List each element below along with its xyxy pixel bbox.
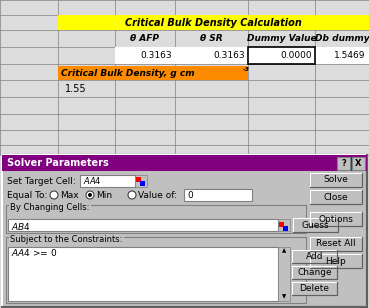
Bar [292,250,337,263]
Text: Reset All: Reset All [316,240,356,249]
Bar [184,189,252,201]
Circle shape [50,191,58,199]
Text: Critical Bulk Density Calculation: Critical Bulk Density Calculation [125,18,301,27]
Bar [135,175,147,187]
Circle shape [86,191,94,199]
Bar [8,247,278,301]
Text: ▼: ▼ [282,294,286,299]
Text: 0.3163: 0.3163 [213,51,245,60]
Bar [292,282,337,295]
Text: Db dummy: Db dummy [315,34,369,43]
Text: Max: Max [60,191,79,200]
Bar [283,226,288,231]
Bar [278,219,290,231]
Bar [293,218,338,232]
Bar [140,181,145,186]
Text: Subject to the Constraints:: Subject to the Constraints: [10,236,123,245]
Text: Min: Min [96,191,112,200]
Text: Change: Change [297,268,332,277]
Text: 1.55: 1.55 [65,83,87,94]
Bar [58,15,369,30]
Text: 1.5469: 1.5469 [334,51,365,60]
Bar [337,157,350,170]
Text: Solve: Solve [324,176,348,184]
Text: 0: 0 [187,191,193,200]
Bar [6,205,306,233]
Text: X: X [355,159,362,168]
Bar [310,173,362,187]
Circle shape [88,193,92,197]
Text: By Changing Cells:: By Changing Cells: [10,204,89,213]
Text: Delete: Delete [300,284,330,293]
Bar [278,247,290,301]
Text: Value of:: Value of: [138,191,177,200]
Bar [310,212,362,226]
Bar [6,237,306,303]
Circle shape [128,191,136,199]
Bar [0,0,369,155]
Bar [2,155,367,171]
Text: Help: Help [325,257,346,265]
Text: Set Target Cell:: Set Target Cell: [7,176,76,185]
Bar [2,155,367,307]
Text: $AA$4 >= 0: $AA$4 >= 0 [11,248,58,258]
Text: Dummy Value: Dummy Value [247,34,316,43]
Bar [248,47,315,64]
Bar [310,190,362,204]
Bar [8,219,278,231]
Bar [136,177,141,182]
Bar [58,66,248,80]
Bar [175,47,248,64]
Text: Close: Close [324,192,348,201]
Text: θ SR: θ SR [200,34,223,43]
Bar [310,237,362,251]
Bar [292,266,337,279]
Bar [352,157,365,170]
Bar [80,175,135,187]
Bar [310,254,362,268]
Text: θ AFP: θ AFP [131,34,159,43]
Text: Guess: Guess [302,221,329,229]
Bar [315,47,369,64]
Text: ?: ? [341,159,346,168]
Bar [115,47,175,64]
Text: Equal To:: Equal To: [7,191,47,200]
Text: Critical Bulk Density, g cm: Critical Bulk Density, g cm [61,68,194,78]
Text: -3: -3 [243,67,250,72]
Text: Options: Options [318,214,354,224]
Text: Add: Add [306,252,323,261]
Text: ▲: ▲ [282,249,286,253]
Text: Solver Parameters: Solver Parameters [7,158,109,168]
Text: $AA$4: $AA$4 [83,176,102,187]
Text: 0.0000: 0.0000 [280,51,312,60]
Text: 0.3163: 0.3163 [140,51,172,60]
Bar [279,222,284,227]
Bar [248,47,315,64]
Text: $AB$4: $AB$4 [11,221,31,232]
